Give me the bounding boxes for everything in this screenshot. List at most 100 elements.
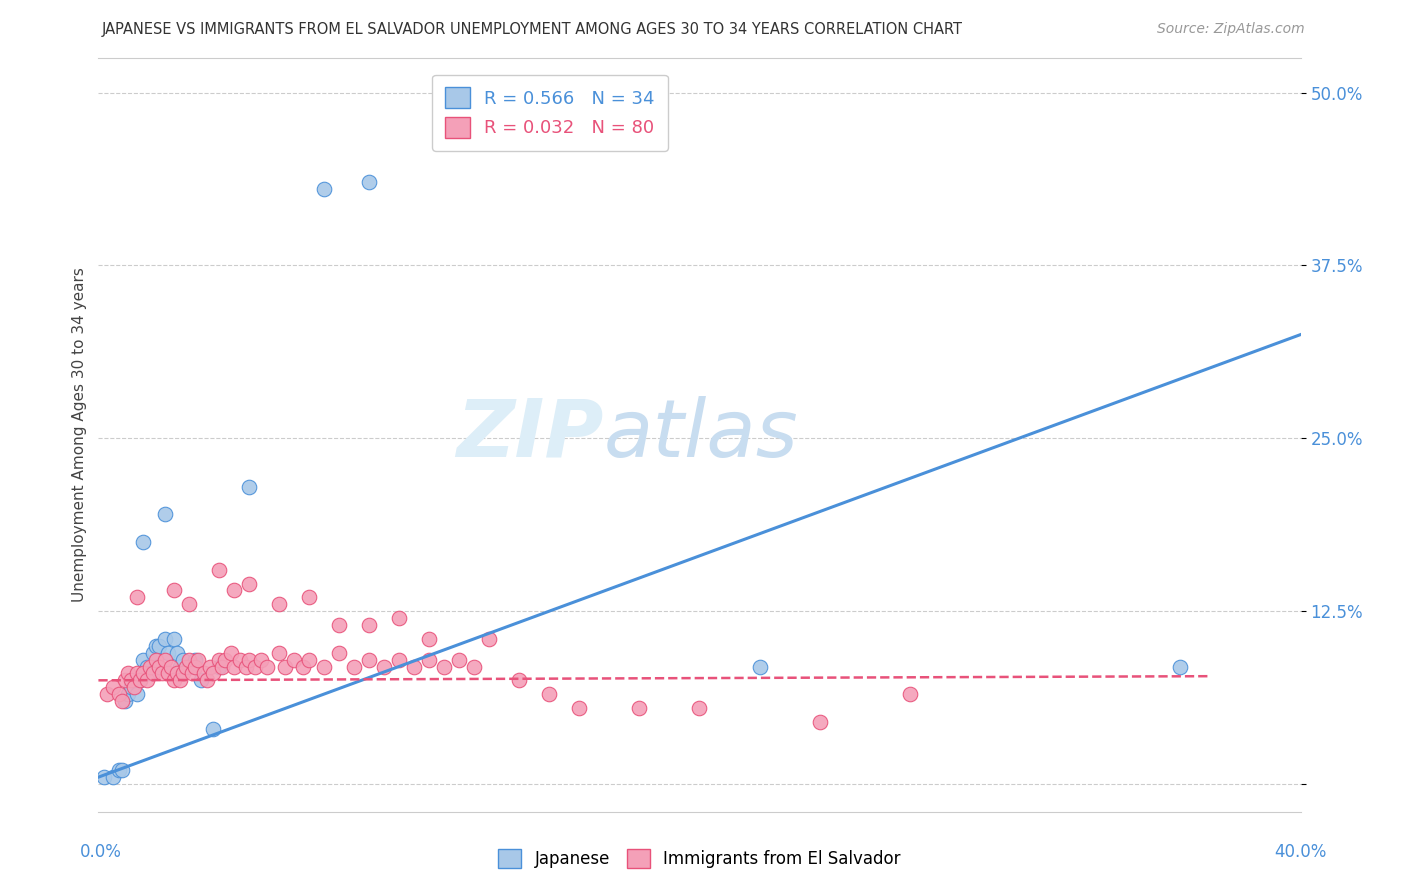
Point (145, 639, 167, 653)
Point (388, 652, 411, 666)
Point (291, 659, 314, 673)
Point (222, 583, 245, 598)
Point (447, 652, 470, 666)
Point (108, 763, 131, 777)
Point (127, 687, 149, 701)
Point (129, 673, 152, 688)
Point (357, 176, 380, 190)
Point (156, 666, 179, 681)
Point (628, 701, 651, 715)
Point (153, 632, 176, 646)
Text: Source: ZipAtlas.com: Source: ZipAtlas.com (1157, 22, 1305, 37)
Point (463, 659, 485, 673)
Point (388, 611, 411, 625)
Point (193, 666, 215, 681)
Point (211, 659, 233, 673)
Point (312, 182, 335, 196)
Point (124, 673, 146, 688)
Point (249, 652, 271, 666)
Point (153, 652, 176, 666)
Point (103, 770, 125, 784)
Point (150, 666, 173, 681)
Point (180, 666, 202, 681)
Point (132, 652, 155, 666)
Point (177, 597, 200, 611)
Point (298, 652, 321, 666)
Y-axis label: Unemployment Among Ages 30 to 34 years: Unemployment Among Ages 30 to 34 years (72, 268, 87, 602)
Point (132, 535, 155, 549)
Point (418, 632, 440, 646)
Point (748, 659, 770, 673)
Point (222, 659, 245, 673)
Point (312, 659, 335, 673)
Point (208, 652, 231, 666)
Point (174, 659, 197, 673)
Point (201, 666, 224, 681)
Point (238, 576, 260, 591)
Point (357, 618, 380, 632)
Point (121, 673, 143, 688)
Point (153, 508, 176, 522)
Text: ZIP: ZIP (456, 396, 603, 474)
Point (117, 687, 139, 701)
Point (141, 666, 163, 681)
Point (198, 659, 221, 673)
Point (256, 659, 278, 673)
Point (267, 597, 290, 611)
Point (478, 632, 501, 646)
Point (117, 666, 139, 681)
Point (228, 652, 250, 666)
Point (124, 680, 146, 694)
Point (121, 680, 143, 694)
Text: 40.0%: 40.0% (1274, 843, 1327, 861)
Point (418, 652, 440, 666)
Point (688, 701, 710, 715)
Point (373, 659, 395, 673)
Point (238, 652, 260, 666)
Point (135, 673, 157, 688)
Point (177, 652, 200, 666)
Point (1170, 659, 1192, 673)
Point (274, 659, 297, 673)
Point (208, 563, 231, 577)
Point (357, 652, 380, 666)
Point (135, 659, 157, 673)
Point (166, 646, 188, 660)
Point (127, 591, 149, 605)
Point (114, 694, 136, 708)
Point (162, 632, 184, 646)
Point (183, 659, 205, 673)
Point (219, 646, 242, 660)
Point (156, 646, 179, 660)
Point (343, 659, 366, 673)
Point (898, 687, 921, 701)
Point (138, 659, 160, 673)
Point (114, 673, 136, 688)
Point (96, 687, 118, 701)
Point (177, 659, 200, 673)
Point (433, 659, 456, 673)
Point (111, 763, 134, 777)
Point (93, 770, 115, 784)
Point (190, 673, 212, 688)
Text: JAPANESE VS IMMIGRANTS FROM EL SALVADOR UNEMPLOYMENT AMONG AGES 30 TO 34 YEARS C: JAPANESE VS IMMIGRANTS FROM EL SALVADOR … (101, 22, 962, 37)
Point (808, 714, 831, 729)
Point (138, 666, 160, 681)
Point (298, 591, 321, 605)
Point (568, 701, 591, 715)
Point (172, 666, 194, 681)
Point (141, 646, 163, 660)
Text: atlas: atlas (603, 396, 799, 474)
Point (108, 687, 131, 701)
Point (183, 652, 205, 666)
Point (328, 646, 350, 660)
Point (169, 659, 191, 673)
Point (103, 680, 125, 694)
Point (402, 659, 425, 673)
Point (166, 666, 188, 681)
Text: 0.0%: 0.0% (80, 843, 122, 861)
Point (172, 652, 194, 666)
Point (169, 673, 191, 688)
Point (159, 659, 181, 673)
Point (111, 694, 134, 708)
